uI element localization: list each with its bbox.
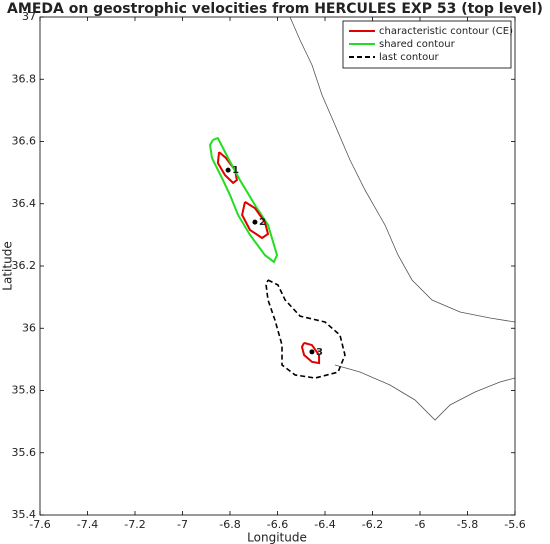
y-tick-label: 36.4 — [12, 197, 37, 210]
y-tick-label: 35.8 — [12, 384, 37, 397]
x-tick-label: -6.4 — [314, 518, 335, 531]
coastline — [334, 364, 516, 421]
eddy-center — [252, 219, 258, 225]
y-tick-label: 37 — [22, 10, 36, 23]
y-axis-label: Latitude — [1, 241, 15, 290]
contour — [241, 201, 270, 240]
y-tick-label: 36 — [22, 321, 36, 334]
x-tick-label: -5.6 — [504, 518, 525, 531]
x-axis-label: Longitude — [247, 531, 307, 544]
x-tick-label: -7.2 — [124, 518, 145, 531]
x-tick-label: -6.2 — [362, 518, 383, 531]
x-tick-label: -5.8 — [457, 518, 478, 531]
legend-label: shared contour — [379, 39, 456, 50]
eddy-center — [309, 349, 315, 355]
eddy-label: 2 — [259, 217, 266, 228]
eddy-center — [225, 167, 231, 173]
contour — [216, 151, 238, 185]
x-tick-label: -7 — [177, 518, 188, 531]
contour — [209, 136, 279, 264]
x-tick-label: -6.6 — [267, 518, 288, 531]
y-tick-label: 35.6 — [12, 446, 37, 459]
legend-label: characteristic contour (CE) — [379, 26, 513, 37]
x-tick-label: -6 — [415, 518, 426, 531]
eddy-label: 3 — [316, 347, 323, 358]
x-tick-label: -6.8 — [219, 518, 240, 531]
x-tick-label: -7.4 — [77, 518, 98, 531]
y-tick-label: 36.2 — [12, 259, 37, 272]
legend-label: last contour — [379, 52, 440, 63]
contour — [300, 341, 321, 365]
y-tick-label: 36.6 — [12, 135, 37, 148]
contour — [265, 279, 346, 379]
y-tick-label: 36.8 — [12, 72, 37, 85]
eddy-label: 1 — [232, 165, 239, 176]
x-tick-label: -7.6 — [29, 518, 50, 531]
coastline — [289, 16, 516, 323]
chart-title: AMEDA on geostrophic velocities from HER… — [7, 1, 543, 17]
y-tick-label: 35.4 — [12, 508, 37, 521]
